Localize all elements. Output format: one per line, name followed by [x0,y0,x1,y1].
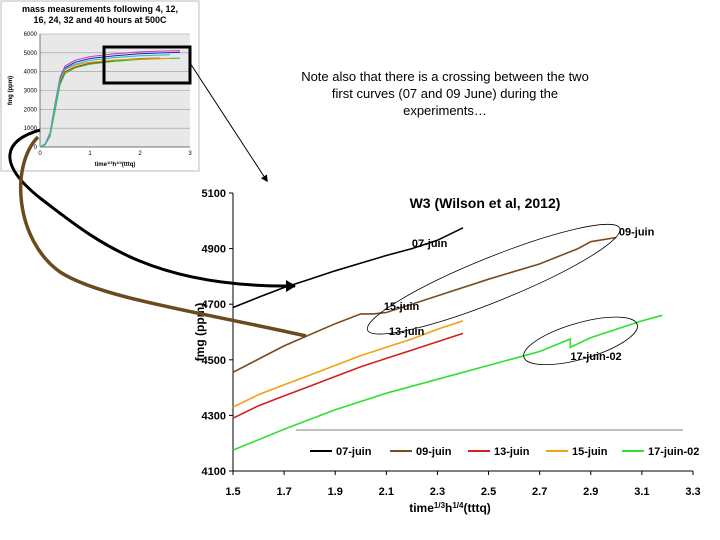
main-y-axis-label: fmg (ppm) [193,303,207,362]
main-series-annotation: 17-juin-02 [570,351,621,363]
inset-title-line: mass measurements following 4, 12, [22,4,178,14]
main-series-line [232,332,464,419]
main-y-tick-label: 4100 [202,466,226,478]
inset-y-tick-label: 5000 [24,51,38,57]
main-series-line [232,314,663,451]
main-y-tick-label: 4300 [202,410,226,422]
legend-label: 09-juin [416,446,452,458]
main-chart-title: W3 (Wilson et al, 2012) [410,195,561,211]
crossing-ellipse-07-09 [366,223,621,335]
inset-y-tick-label: 1000 [24,126,38,132]
inset-chart-container: mass measurements following 4, 12, 16, 24… [0,0,200,172]
main-series-annotation: 15-juin [384,301,420,313]
main-x-axis-label: time1/3h1/4(tttq) [409,501,491,516]
main-y-tick-label: 4900 [202,244,226,256]
legend-label: 17-juin-02 [648,446,699,458]
main-y-tick-label: 5100 [202,188,226,200]
main-x-tick-label: 2.3 [430,486,445,498]
inset-y-tick-label: 3000 [24,89,38,95]
inset-title-line: 16, 24, 32 and 40 hours at 500C [33,15,167,25]
main-series-line [232,320,464,408]
legend-label: 13-juin [494,446,530,458]
main-y-tick-label: 4500 [202,355,226,367]
main-x-tick-label: 2.1 [379,486,394,498]
crossing-ellipse-17 [523,316,638,366]
main-series-annotation: 09-juin [619,226,655,238]
legend-label: 07-juin [336,446,372,458]
main-x-tick-label: 2.7 [532,486,547,498]
legend-label: 15-juin [572,446,608,458]
main-x-tick-label: 1.7 [276,486,291,498]
annotation-note: Note also that there is a crossing betwe… [301,69,589,118]
main-x-tick-label: 2.9 [583,486,598,498]
inset-chart: mass measurements following 4, 12,16, 24… [0,0,200,172]
inset-y-tick-label: 6000 [24,32,38,38]
main-series-annotation: 07-juin [412,238,448,250]
main-x-tick-label: 1.5 [225,486,240,498]
main-x-tick-label: 2.5 [481,486,496,498]
inset-y-axis-label: fmg (ppm) [8,76,14,105]
main-x-tick-label: 3.1 [634,486,649,498]
main-x-tick-label: 1.9 [328,486,343,498]
main-x-tick-label: 3.3 [685,486,700,498]
inset-y-tick-label: 4000 [24,70,38,76]
main-series-line [232,236,617,374]
inset-y-tick-label: 2000 [24,107,38,113]
